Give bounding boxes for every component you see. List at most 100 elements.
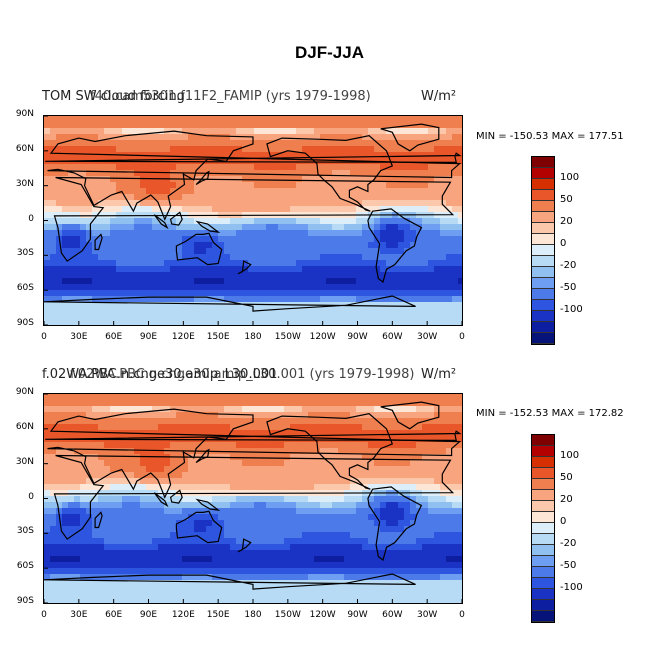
coastline-newguinea <box>195 220 221 233</box>
panel-1-title-center: f40.cam5301.f11F2_FAMIP (yrs 1979-1998) <box>90 89 371 104</box>
colorbar-label: 50 <box>560 194 573 205</box>
colorbar-swatch <box>532 223 554 234</box>
coastline-sumatra <box>153 214 169 230</box>
lon-label: 60W <box>382 610 403 620</box>
colorbar-swatch <box>532 567 554 578</box>
colorbar-swatch <box>532 523 554 534</box>
panel-1-max: MAX = 177.51 <box>551 131 624 142</box>
colorbar-swatch <box>532 300 554 311</box>
colorbar-swatch <box>532 267 554 278</box>
coastline-nz <box>237 538 252 553</box>
colorbar-swatch <box>532 479 554 490</box>
lon-label: 120E <box>171 610 195 620</box>
lat-label: 0 <box>28 213 34 224</box>
panel-2-max: MAX = 172.82 <box>551 408 624 419</box>
coastline-sumatra <box>153 492 169 508</box>
lat-label: 30S <box>16 526 34 537</box>
shaded-field <box>44 394 462 603</box>
lon-label: 30E <box>70 610 88 620</box>
colorbar-swatch <box>532 501 554 512</box>
panel-1-title: TOM SW cloud forcing f40.cam5301.f11F2_F… <box>42 89 456 104</box>
colorbar-label: 0 <box>560 516 567 527</box>
lat-label: 30S <box>16 248 34 259</box>
lon-label: 30E <box>70 332 88 342</box>
lon-label: 0 <box>41 610 47 620</box>
panel-2-map <box>43 393 463 604</box>
lat-label: 90N <box>15 387 34 397</box>
coastline-newguinea <box>195 498 221 511</box>
coastline-australia <box>175 232 223 266</box>
colorbar-label: 100 <box>560 450 580 461</box>
colorbar-label: -20 <box>560 538 577 549</box>
coastline-namerica <box>266 135 394 212</box>
lon-label: 0 <box>459 610 465 620</box>
colorbar-label: -100 <box>560 582 583 593</box>
lon-label: 90W <box>347 610 368 620</box>
colorbar-label: -100 <box>560 304 583 315</box>
panel-1-title-left: TOM SW cloud forcing <box>42 89 185 104</box>
coastline-antarctica <box>44 573 416 590</box>
lon-label: 90E <box>139 332 158 342</box>
colorbar-swatch <box>532 589 554 600</box>
lat-label: 90N <box>15 109 34 119</box>
lat-label: 30N <box>15 178 34 189</box>
lon-label: 0 <box>41 332 47 342</box>
coastline-madagascar <box>94 233 103 251</box>
coastline-japan <box>195 448 210 464</box>
colorbar-swatch <box>532 435 554 446</box>
lat-label: 60N <box>15 421 34 432</box>
colorbar-label: 100 <box>560 172 580 183</box>
colorbar-label: 50 <box>560 472 573 483</box>
colorbar-swatch <box>532 212 554 223</box>
panel-2-min: MIN = -152.53 <box>476 408 549 419</box>
contour-fill <box>44 394 462 603</box>
panel-1-minmax: MIN = -150.53 MAX = 177.51 <box>476 131 624 142</box>
colorbar-swatch <box>532 245 554 256</box>
coastline-borneo <box>169 211 183 226</box>
colorbar-swatch <box>532 256 554 267</box>
colorbar-swatch <box>532 179 554 190</box>
coastline-madagascar <box>94 511 103 529</box>
panel-2-colorbar <box>531 434 555 623</box>
lat-label: 60S <box>16 561 34 572</box>
colorbar-swatch <box>532 278 554 289</box>
lon-label: 0 <box>459 332 465 342</box>
coastline-samerica <box>367 208 423 284</box>
colorbar-swatch <box>532 457 554 468</box>
panel-1-title-units: W/m² <box>421 89 457 104</box>
lat-label: 60S <box>16 283 34 294</box>
colorbar-label: -50 <box>560 560 577 571</box>
coastline-nz <box>237 260 252 275</box>
colorbar-swatch <box>532 190 554 201</box>
lon-label: 90E <box>139 610 158 620</box>
colorbar-swatch <box>532 333 554 344</box>
colorbar-swatch <box>532 534 554 545</box>
colorbar-swatch <box>532 545 554 556</box>
colorbar-swatch <box>532 611 554 622</box>
colorbar-label: -50 <box>560 282 577 293</box>
colorbar-swatch <box>532 201 554 212</box>
colorbar-swatch <box>532 446 554 457</box>
colorbar-swatch <box>532 168 554 179</box>
lon-label: 60E <box>105 610 123 620</box>
colorbar-swatch <box>532 556 554 567</box>
coastline-africa <box>53 176 455 262</box>
panel-1-colorbar <box>531 156 555 345</box>
panel-2-title: f.02WA.PBC.n.cnge30.amip_L30.001 f.02WA.… <box>42 367 456 382</box>
colorbar-label: -20 <box>560 260 577 271</box>
panel-1-map <box>43 115 463 326</box>
coastline-antarctica <box>44 295 416 312</box>
colorbar-swatch <box>532 468 554 479</box>
colorbar-swatch <box>532 289 554 300</box>
coastline-greenland <box>380 401 440 430</box>
colorbar-label: 0 <box>560 238 567 249</box>
colorbar-swatch <box>532 490 554 501</box>
panel-2-title-units: W/m² <box>421 367 457 382</box>
coastline-borneo <box>169 489 183 504</box>
lat-label: 90S <box>16 596 34 606</box>
lat-label: 90S <box>16 318 34 328</box>
coastline-britain <box>45 152 462 164</box>
lon-label: 90W <box>347 332 368 342</box>
colorbar-label: 20 <box>560 494 573 505</box>
lat-label: 30N <box>15 456 34 467</box>
